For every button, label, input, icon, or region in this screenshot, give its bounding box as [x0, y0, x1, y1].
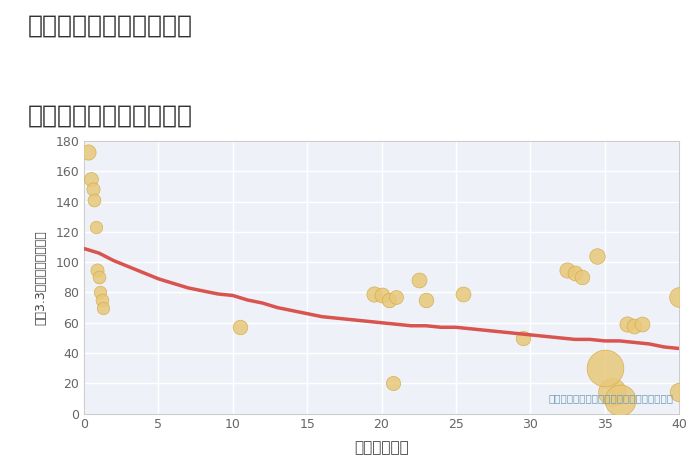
Text: 築年数別中古戸建て価格: 築年数別中古戸建て価格 — [28, 103, 193, 127]
Point — [569, 269, 580, 276]
Point — [96, 296, 108, 304]
Y-axis label: 坪（3.3㎡）単価（万円）: 坪（3.3㎡）単価（万円） — [34, 230, 47, 325]
Point — [376, 292, 387, 299]
Point — [94, 289, 106, 296]
Point — [413, 276, 424, 284]
Point — [614, 396, 625, 404]
Point — [599, 364, 610, 372]
Point — [421, 296, 432, 304]
Point — [458, 290, 469, 298]
Point — [562, 266, 573, 274]
Point — [88, 186, 99, 193]
Point — [90, 224, 101, 231]
X-axis label: 築年数（年）: 築年数（年） — [354, 440, 409, 455]
Point — [622, 321, 633, 328]
Point — [636, 321, 648, 328]
Point — [93, 274, 104, 281]
Point — [577, 274, 588, 281]
Point — [234, 323, 246, 331]
Point — [368, 290, 379, 298]
Point — [89, 196, 100, 204]
Point — [391, 293, 402, 301]
Point — [388, 380, 399, 387]
Point — [629, 322, 640, 329]
Point — [673, 293, 685, 301]
Point — [517, 334, 528, 342]
Text: 奈良県奈良市東向北町の: 奈良県奈良市東向北町の — [28, 14, 193, 38]
Point — [673, 389, 685, 396]
Point — [606, 389, 617, 396]
Point — [92, 266, 103, 274]
Point — [86, 175, 97, 183]
Point — [83, 148, 94, 156]
Point — [592, 252, 603, 260]
Text: 円の大きさは、取引のあった物件面積を示す: 円の大きさは、取引のあった物件面積を示す — [548, 393, 673, 403]
Point — [384, 296, 395, 304]
Point — [98, 304, 109, 311]
